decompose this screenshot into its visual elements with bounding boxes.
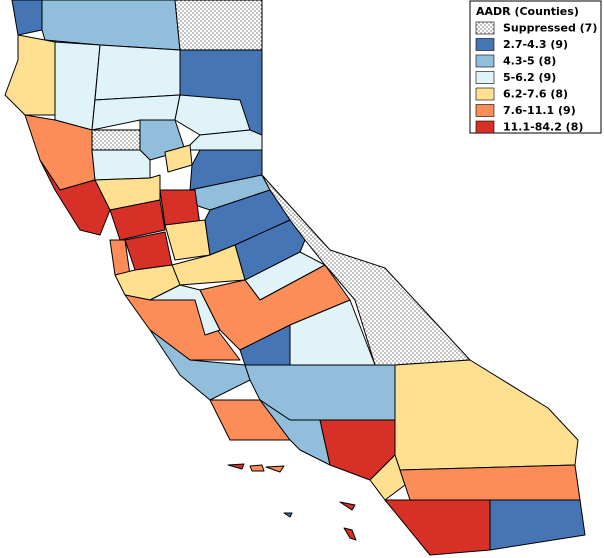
county bbox=[489, 499, 586, 551]
county bbox=[91, 129, 141, 151]
county bbox=[399, 464, 581, 501]
legend-swatch bbox=[475, 104, 495, 117]
legend-swatch bbox=[475, 87, 495, 101]
island bbox=[283, 512, 293, 518]
county bbox=[174, 0, 263, 51]
island bbox=[343, 527, 357, 541]
island bbox=[339, 501, 356, 511]
legend-swatch bbox=[475, 54, 495, 68]
county bbox=[394, 359, 579, 471]
county bbox=[11, 0, 43, 36]
county bbox=[94, 44, 181, 101]
legend-label: 7.6-11.1 (9) bbox=[503, 104, 576, 117]
legend-swatch bbox=[475, 71, 495, 84]
legend-label: 11.1-84.2 (8) bbox=[503, 121, 583, 134]
legend-label: Suppressed (7) bbox=[503, 22, 597, 35]
legend-title: AADR (Counties) bbox=[476, 5, 579, 18]
counties bbox=[4, 0, 586, 556]
legend-swatch bbox=[475, 38, 495, 51]
legend-swatch bbox=[475, 21, 495, 35]
island bbox=[227, 463, 245, 470]
county bbox=[261, 174, 471, 366]
island bbox=[265, 465, 285, 473]
county bbox=[4, 34, 56, 116]
legend-label: 2.7-4.3 (9) bbox=[503, 38, 568, 51]
legend-label: 4.3-5 (8) bbox=[503, 55, 556, 68]
county bbox=[159, 189, 201, 226]
county bbox=[384, 499, 491, 556]
legend-label: 6.2-7.6 (8) bbox=[503, 88, 568, 101]
legend-swatch bbox=[475, 120, 495, 134]
county bbox=[91, 149, 151, 181]
county bbox=[189, 149, 263, 191]
county bbox=[109, 199, 166, 241]
county bbox=[94, 174, 161, 211]
legend: AADR (Counties) Suppressed (7) 2.7-4.3 (9… bbox=[469, 0, 602, 134]
county bbox=[164, 219, 211, 261]
legend-label: 5-6.2 (9) bbox=[503, 71, 556, 84]
county bbox=[39, 159, 111, 236]
island bbox=[249, 464, 265, 472]
county bbox=[174, 94, 251, 136]
